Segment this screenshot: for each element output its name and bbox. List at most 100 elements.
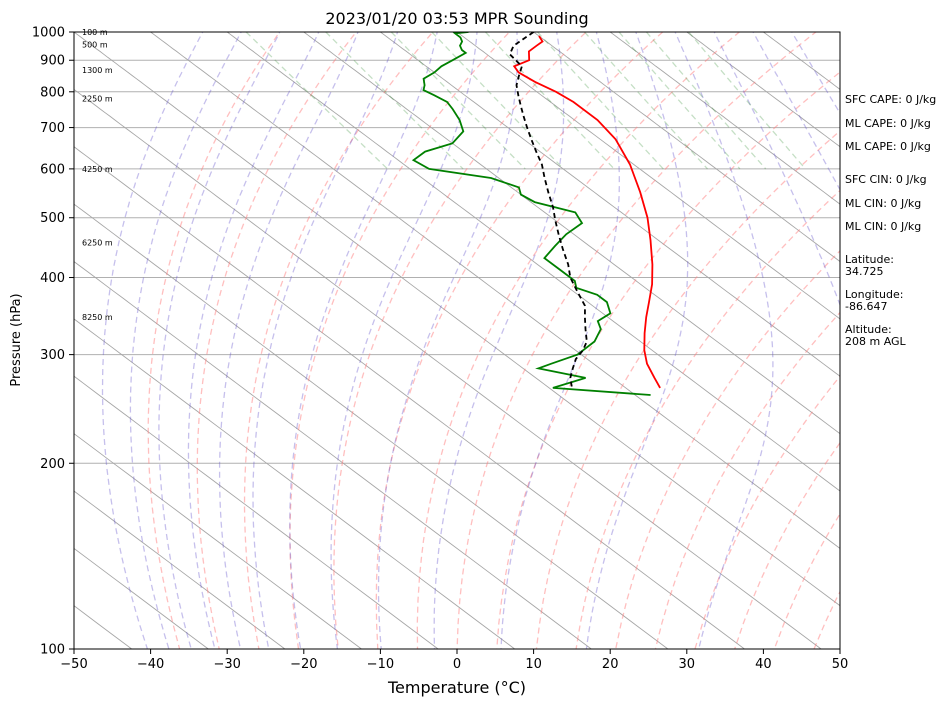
dry-adiabat-line	[893, 19, 946, 649]
dry-adiabat-line	[654, 311, 840, 649]
ml-cape-text: ML CAPE: 0 J/kg	[845, 117, 931, 130]
isotherm-line	[379, 32, 840, 377]
y-tick-label: 300	[40, 348, 65, 363]
y-axis-label: Pressure (hPa)	[9, 293, 24, 386]
latitude-label: Latitude:	[845, 253, 894, 266]
isotherm-line	[74, 375, 439, 649]
sfc-cape-text: SFC CAPE: 0 J/kg	[845, 93, 937, 106]
longitude-value: -86.647	[845, 300, 888, 313]
x-tick-label: −30	[213, 657, 240, 672]
dry-adiabat-line	[496, 71, 840, 649]
isotherm-line	[74, 490, 286, 649]
mixing-ratio-line	[325, 32, 464, 170]
isotherm-line	[74, 88, 822, 649]
height-label: 4250 m	[82, 165, 113, 174]
x-tick-label: −20	[290, 657, 317, 672]
x-tick-label: 30	[679, 657, 696, 672]
moist-adiabat-line	[158, 32, 281, 649]
y-tick-label: 1000	[32, 26, 65, 41]
x-tick-label: 40	[755, 657, 772, 672]
x-tick-label: −40	[137, 657, 164, 672]
axes: −50 −40 −30 −20 −10 0 10 20 30 40 50 1000 900 800 700 6…	[32, 26, 848, 673]
ml-cin-text-2: ML CIN: 0 J/kg	[845, 220, 922, 233]
x-tick-label: −10	[367, 657, 394, 672]
isotherm-line	[74, 146, 745, 649]
mixing-ratio-line	[390, 32, 526, 170]
y-tick-label: 900	[40, 54, 65, 69]
moist-adiabat-line	[129, 32, 242, 649]
mixing-ratio-line	[688, 32, 806, 170]
latitude-value: 34.725	[845, 265, 884, 278]
mixing-ratio-line	[645, 32, 767, 170]
dry-adiabat-line	[375, 32, 664, 649]
isotherm-line	[74, 203, 669, 649]
isotherm-line	[303, 32, 840, 435]
isotherm-line	[762, 32, 840, 90]
moist-adiabat-line	[289, 32, 438, 649]
height-label: 2250 m	[82, 95, 113, 104]
dewpoint-line	[411, 32, 651, 396]
plot-frame	[73, 31, 841, 650]
dry-adiabat-line	[289, 32, 511, 649]
isotherm-line	[609, 32, 840, 205]
mixing-ratio-line	[245, 32, 388, 170]
moist-adiabat-line	[218, 32, 359, 649]
chart-title: 2023/01/20 03:53 MPR Sounding	[325, 9, 588, 28]
y-tick-label: 100	[40, 643, 65, 658]
mixing-ratio-line	[618, 32, 741, 170]
dry-adiabat-line	[575, 189, 840, 649]
ml-cin-text: ML CIN: 0 J/kg	[845, 197, 922, 210]
altitude-label: Altitude:	[845, 323, 892, 336]
background-lines	[74, 19, 946, 649]
dry-adiabat-line	[196, 32, 358, 649]
x-axis-label: Temperature (°C)	[387, 678, 526, 697]
dry-adiabat-line	[933, 19, 946, 649]
isotherm-line	[74, 433, 362, 649]
isotherm-line	[74, 260, 592, 649]
parcel-path-line	[508, 32, 588, 389]
x-tick-label: 20	[602, 657, 619, 672]
x-tick-label: 10	[525, 657, 542, 672]
isotherm-line	[226, 32, 840, 492]
moist-adiabat-line	[187, 32, 320, 649]
height-label: 8250 m	[82, 313, 113, 322]
moist-adiabat-line	[791, 32, 840, 115]
y-tick-label: 800	[40, 85, 65, 100]
x-tick-label: 0	[453, 657, 461, 672]
mixing-ratio-line	[537, 32, 664, 170]
y-tick-label: 200	[40, 457, 65, 472]
moist-adiabat-line	[500, 32, 620, 649]
altitude-value: 208 m AGL	[845, 335, 906, 348]
x-tick-label: 50	[832, 657, 849, 672]
dry-adiabat-line	[333, 32, 588, 649]
height-label: 100 m	[82, 28, 108, 37]
moist-adiabat-line	[252, 32, 399, 649]
y-tick-label: 700	[40, 121, 65, 136]
dry-adiabat-line	[456, 32, 817, 649]
mixing-ratio-line	[584, 32, 708, 170]
ml-cape-text-2: ML CAPE: 0 J/kg	[845, 140, 931, 153]
isotherm-line	[74, 318, 515, 649]
height-label: 6250 m	[82, 238, 113, 247]
dry-adiabat-line	[615, 249, 840, 649]
height-label: 500 m	[82, 40, 108, 49]
temperature-line	[512, 35, 661, 389]
dry-adiabat-line	[147, 32, 281, 649]
mixing-ratio-line	[431, 32, 564, 170]
dry-adiabat-line	[416, 32, 741, 649]
isotherm-line	[74, 32, 840, 607]
mixing-ratio-line	[485, 32, 615, 170]
moist-adiabat-line	[674, 32, 774, 649]
moist-adiabat-line	[433, 32, 565, 649]
moist-adiabat-line	[752, 32, 840, 191]
moist-adiabat-line	[585, 32, 689, 649]
moist-adiabat-line	[377, 32, 519, 649]
moist-adiabat-line	[101, 32, 204, 649]
moist-adiabat-line	[330, 32, 478, 649]
y-tick-label: 600	[40, 162, 65, 177]
sounding-profiles	[411, 32, 661, 396]
sfc-cin-text: SFC CIN: 0 J/kg	[845, 173, 927, 186]
dry-adiabat-line	[535, 130, 840, 649]
isotherm-line	[532, 32, 840, 263]
